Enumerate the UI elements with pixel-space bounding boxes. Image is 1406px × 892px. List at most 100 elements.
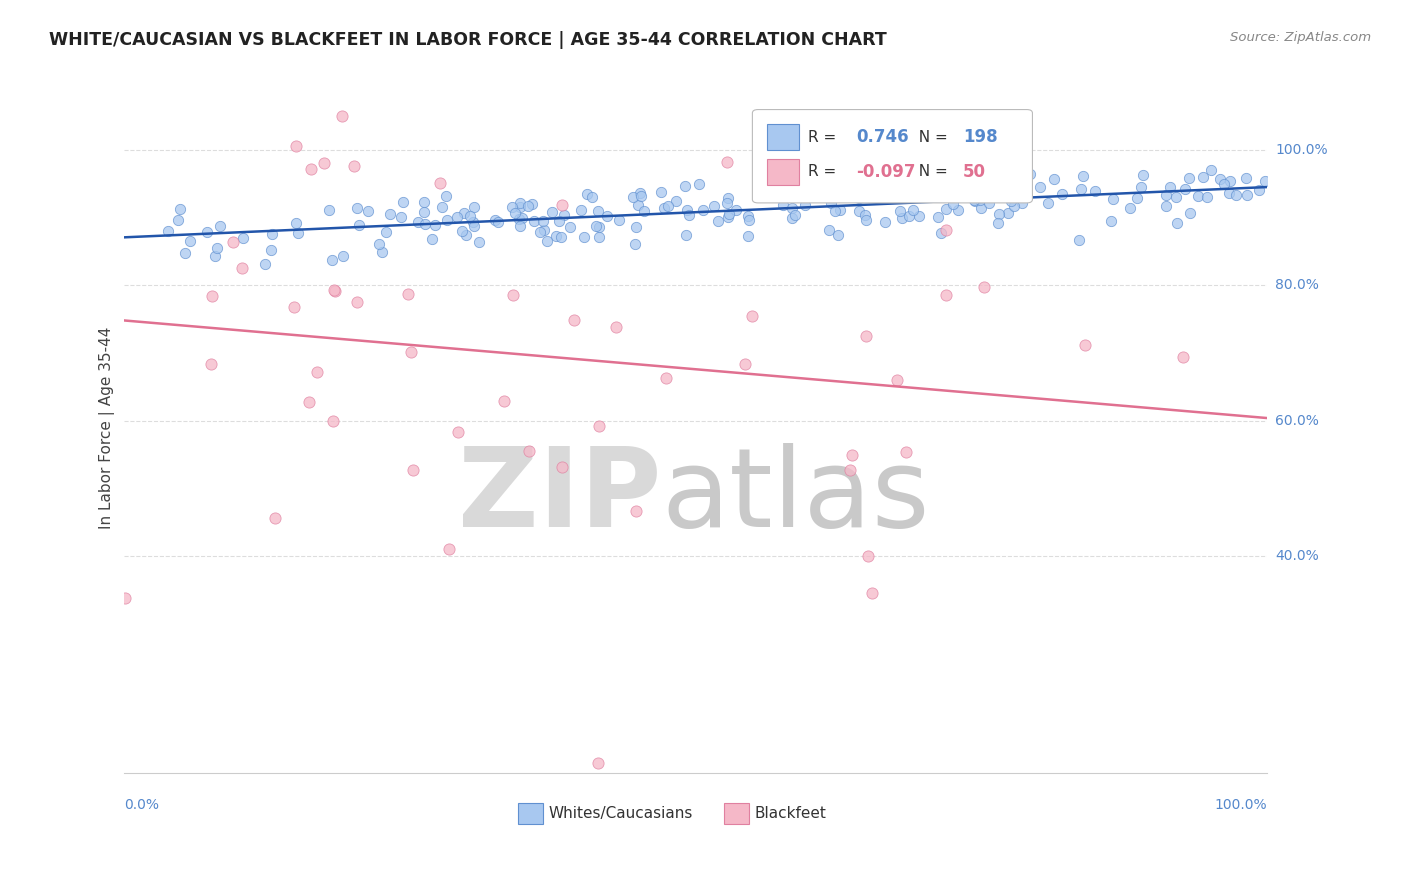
- Point: [956, 189, 979, 203]
- Point: [389, 210, 412, 224]
- Point: [314, 156, 336, 170]
- Point: [868, 184, 890, 198]
- Point: [838, 463, 860, 477]
- Point: [942, 196, 965, 211]
- Point: [533, 223, 555, 237]
- Point: [322, 414, 344, 428]
- Point: [1234, 171, 1257, 186]
- Point: [886, 373, 908, 387]
- Point: [963, 194, 986, 208]
- Point: [1043, 171, 1066, 186]
- Point: [423, 218, 446, 232]
- Point: [929, 226, 952, 240]
- Point: [434, 189, 457, 203]
- Point: [935, 202, 957, 216]
- Point: [378, 207, 401, 221]
- Point: [1178, 206, 1201, 220]
- Point: [156, 224, 179, 238]
- Text: WHITE/CAUCASIAN VS BLACKFEET IN LABOR FORCE | AGE 35-44 CORRELATION CHART: WHITE/CAUCASIAN VS BLACKFEET IN LABOR FO…: [49, 31, 887, 49]
- Point: [201, 289, 224, 303]
- Point: [550, 230, 572, 244]
- Point: [966, 180, 988, 194]
- FancyBboxPatch shape: [752, 110, 1032, 202]
- Point: [569, 202, 592, 217]
- Point: [855, 212, 877, 227]
- Text: atlas: atlas: [661, 443, 929, 550]
- Point: [855, 328, 877, 343]
- Point: [1029, 179, 1052, 194]
- Point: [716, 196, 738, 211]
- Point: [908, 210, 931, 224]
- FancyBboxPatch shape: [724, 803, 749, 824]
- Text: 0.0%: 0.0%: [124, 798, 159, 813]
- Point: [717, 210, 740, 224]
- Point: [633, 203, 655, 218]
- Text: 60.0%: 60.0%: [1275, 414, 1319, 428]
- Point: [413, 217, 436, 231]
- Text: 100.0%: 100.0%: [1275, 143, 1327, 157]
- Point: [461, 215, 484, 229]
- Point: [550, 459, 572, 474]
- Point: [724, 203, 747, 218]
- Point: [371, 245, 394, 260]
- Point: [630, 189, 652, 203]
- Point: [1197, 190, 1219, 204]
- Point: [796, 188, 818, 202]
- Point: [624, 219, 647, 234]
- Point: [436, 213, 458, 227]
- Point: [510, 211, 533, 225]
- Point: [318, 202, 340, 217]
- Point: [1126, 191, 1149, 205]
- Point: [572, 230, 595, 244]
- Point: [264, 511, 287, 525]
- Point: [986, 167, 1008, 181]
- Point: [717, 191, 740, 205]
- Point: [463, 219, 485, 233]
- Point: [1002, 199, 1025, 213]
- Point: [846, 190, 869, 204]
- Point: [346, 201, 368, 215]
- Point: [703, 199, 725, 213]
- Point: [898, 186, 921, 201]
- Point: [1187, 189, 1209, 203]
- Point: [862, 586, 884, 600]
- Point: [1156, 199, 1178, 213]
- Point: [1171, 350, 1194, 364]
- Point: [897, 210, 920, 224]
- Point: [1225, 188, 1247, 202]
- Point: [841, 448, 863, 462]
- Text: 50: 50: [963, 162, 986, 181]
- Point: [179, 234, 201, 248]
- Point: [973, 279, 995, 293]
- Point: [509, 219, 531, 233]
- Point: [468, 235, 491, 250]
- Point: [520, 197, 543, 211]
- Point: [586, 204, 609, 219]
- Point: [650, 185, 672, 199]
- Point: [523, 214, 546, 228]
- Point: [896, 444, 918, 458]
- Point: [502, 287, 524, 301]
- Point: [222, 235, 245, 250]
- Point: [936, 188, 959, 202]
- Point: [891, 188, 914, 202]
- Point: [432, 201, 454, 215]
- Point: [716, 154, 738, 169]
- Point: [688, 178, 710, 192]
- Point: [494, 393, 516, 408]
- Point: [503, 206, 526, 220]
- Point: [1011, 196, 1033, 211]
- Point: [853, 208, 876, 222]
- Point: [536, 234, 558, 248]
- Point: [585, 219, 607, 234]
- Point: [1219, 173, 1241, 187]
- Point: [741, 310, 763, 324]
- Point: [1130, 180, 1153, 194]
- Point: [673, 178, 696, 193]
- Point: [1000, 194, 1022, 209]
- Point: [509, 196, 531, 211]
- Y-axis label: In Labor Force | Age 35-44: In Labor Force | Age 35-44: [100, 326, 115, 529]
- Text: 0.746: 0.746: [856, 128, 910, 146]
- Point: [367, 236, 389, 251]
- Point: [707, 214, 730, 228]
